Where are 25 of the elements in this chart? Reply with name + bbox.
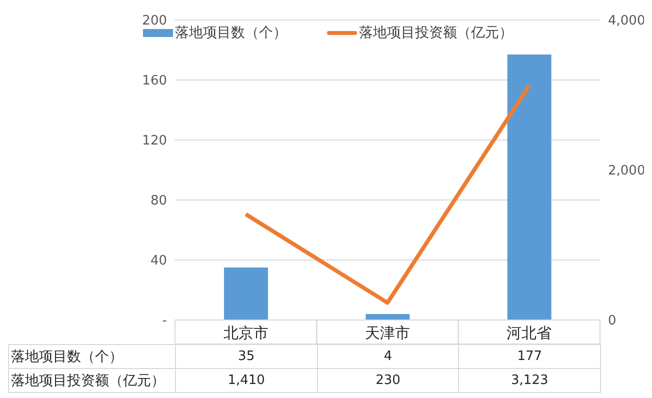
legend-label: 落地项目数（个） [175, 25, 287, 41]
x-tick-label: 河北省 [506, 324, 552, 342]
y-tick-label: - [162, 314, 168, 329]
x-tick-label: 天津市 [365, 324, 410, 342]
y2-tick-label: 4,000 [608, 14, 646, 29]
y2-tick-label: 0 [608, 314, 616, 329]
data-label: 230 [317, 368, 459, 392]
data-label: 3,123 [458, 368, 600, 392]
data-label: 177 [458, 344, 600, 368]
bar [224, 268, 268, 320]
data-label: 4 [317, 344, 459, 368]
y2-tick-label: 2,000 [608, 164, 646, 179]
data-label: 1,410 [176, 368, 318, 392]
y-tick-label: 200 [142, 14, 167, 29]
y-tick-label: 80 [150, 194, 167, 209]
data-label: 35 [176, 344, 318, 368]
y-tick-label: 120 [142, 134, 167, 149]
bar [507, 54, 552, 320]
bar [366, 314, 410, 320]
y-tick-label: 160 [142, 74, 167, 89]
x-tick-label: 北京市 [223, 324, 268, 342]
text: 落地项目数（个） [11, 348, 123, 364]
legend-label: 落地项目投资额（亿元） [358, 24, 513, 42]
text: 落地项目投资额（亿元） [11, 372, 165, 388]
y-tick-label: 40 [150, 254, 167, 269]
